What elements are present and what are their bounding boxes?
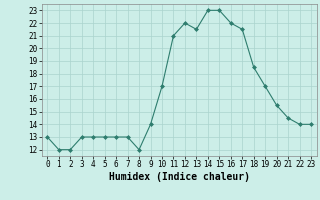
X-axis label: Humidex (Indice chaleur): Humidex (Indice chaleur) — [109, 172, 250, 182]
